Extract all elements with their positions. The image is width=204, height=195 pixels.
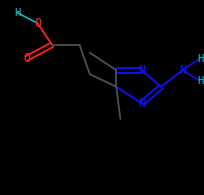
Text: O: O [34,17,41,30]
Text: H: H [197,53,203,64]
Text: N: N [179,64,186,77]
Text: H: H [197,76,203,86]
Text: N: N [138,97,145,110]
Text: H: H [14,8,20,18]
Text: O: O [23,52,30,65]
Text: N: N [138,64,145,77]
